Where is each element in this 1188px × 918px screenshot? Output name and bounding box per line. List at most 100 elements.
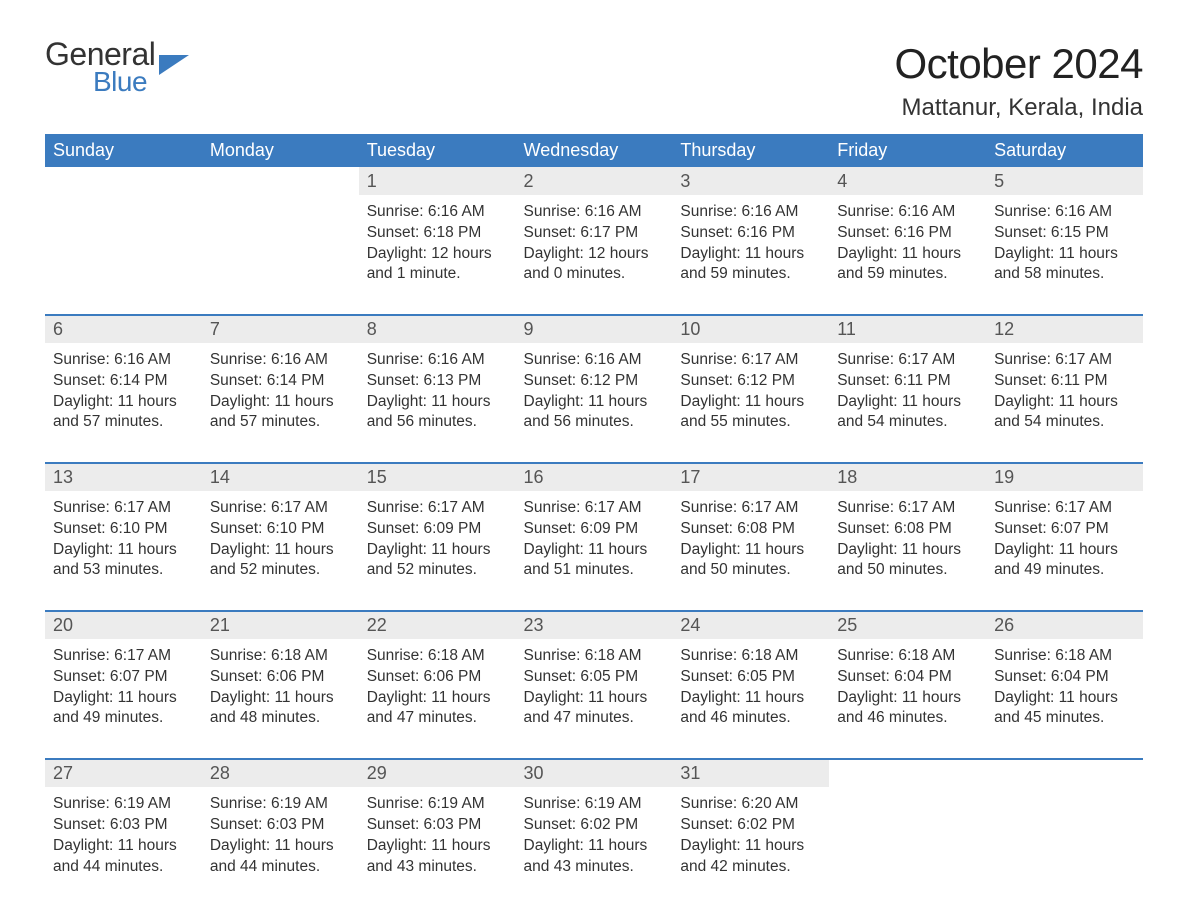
sunrise-line: Sunrise: 6:19 AM — [210, 794, 351, 815]
sunrise-line: Sunrise: 6:18 AM — [524, 646, 665, 667]
sunrise-line: Sunrise: 6:17 AM — [994, 350, 1135, 371]
daylight-line: Daylight: 11 hours and 51 minutes. — [524, 540, 665, 582]
daylight-line: Daylight: 11 hours and 42 minutes. — [680, 836, 821, 878]
sunset-line: Sunset: 6:08 PM — [680, 519, 821, 540]
sunset-line: Sunset: 6:14 PM — [53, 371, 194, 392]
day-info-cell — [829, 787, 986, 907]
sunrise-line: Sunrise: 6:19 AM — [367, 794, 508, 815]
sunrise-line: Sunrise: 6:17 AM — [210, 498, 351, 519]
day-number-cell: 10 — [672, 315, 829, 343]
daylight-line: Daylight: 11 hours and 43 minutes. — [367, 836, 508, 878]
sunrise-line: Sunrise: 6:17 AM — [524, 498, 665, 519]
day-info-cell: Sunrise: 6:16 AMSunset: 6:16 PMDaylight:… — [829, 195, 986, 315]
sunset-line: Sunset: 6:05 PM — [680, 667, 821, 688]
day-header: Thursday — [672, 134, 829, 167]
sunrise-line: Sunrise: 6:19 AM — [524, 794, 665, 815]
sunrise-line: Sunrise: 6:18 AM — [210, 646, 351, 667]
sunset-line: Sunset: 6:07 PM — [994, 519, 1135, 540]
day-info-row: Sunrise: 6:17 AMSunset: 6:10 PMDaylight:… — [45, 491, 1143, 611]
day-number: 6 — [53, 319, 63, 339]
day-number-cell: 31 — [672, 759, 829, 787]
day-info-cell: Sunrise: 6:17 AMSunset: 6:11 PMDaylight:… — [829, 343, 986, 463]
day-number: 3 — [680, 171, 690, 191]
day-number: 26 — [994, 615, 1014, 635]
day-number: 20 — [53, 615, 73, 635]
day-number-cell: 28 — [202, 759, 359, 787]
sunrise-line: Sunrise: 6:16 AM — [524, 202, 665, 223]
day-info-cell: Sunrise: 6:16 AMSunset: 6:14 PMDaylight:… — [45, 343, 202, 463]
title-block: October 2024 Mattanur, Kerala, India — [894, 40, 1143, 122]
day-info-cell: Sunrise: 6:17 AMSunset: 6:08 PMDaylight:… — [829, 491, 986, 611]
day-number-cell — [986, 759, 1143, 787]
day-number-cell: 9 — [516, 315, 673, 343]
day-number: 10 — [680, 319, 700, 339]
sunset-line: Sunset: 6:13 PM — [367, 371, 508, 392]
daylight-line: Daylight: 11 hours and 54 minutes. — [837, 392, 978, 434]
day-number: 30 — [524, 763, 544, 783]
sunset-line: Sunset: 6:16 PM — [837, 223, 978, 244]
day-header: Monday — [202, 134, 359, 167]
daylight-line: Daylight: 11 hours and 44 minutes. — [53, 836, 194, 878]
day-number-cell: 22 — [359, 611, 516, 639]
day-info-cell: Sunrise: 6:18 AMSunset: 6:04 PMDaylight:… — [986, 639, 1143, 759]
sunrise-line: Sunrise: 6:16 AM — [680, 202, 821, 223]
day-info-cell: Sunrise: 6:16 AMSunset: 6:12 PMDaylight:… — [516, 343, 673, 463]
day-number-row: 12345 — [45, 167, 1143, 195]
daylight-line: Daylight: 11 hours and 47 minutes. — [367, 688, 508, 730]
day-number-cell: 12 — [986, 315, 1143, 343]
day-number: 12 — [994, 319, 1014, 339]
sunrise-line: Sunrise: 6:16 AM — [524, 350, 665, 371]
sunset-line: Sunset: 6:08 PM — [837, 519, 978, 540]
sunset-line: Sunset: 6:15 PM — [994, 223, 1135, 244]
day-number-cell: 7 — [202, 315, 359, 343]
sunrise-line: Sunrise: 6:19 AM — [53, 794, 194, 815]
day-number-cell: 26 — [986, 611, 1143, 639]
day-number: 21 — [210, 615, 230, 635]
sunset-line: Sunset: 6:09 PM — [524, 519, 665, 540]
day-info-cell: Sunrise: 6:16 AMSunset: 6:18 PMDaylight:… — [359, 195, 516, 315]
sunset-line: Sunset: 6:07 PM — [53, 667, 194, 688]
sunrise-line: Sunrise: 6:17 AM — [837, 498, 978, 519]
day-number-cell — [45, 167, 202, 195]
day-number: 29 — [367, 763, 387, 783]
day-info-row: Sunrise: 6:16 AMSunset: 6:18 PMDaylight:… — [45, 195, 1143, 315]
day-number-cell: 23 — [516, 611, 673, 639]
day-number-row: 6789101112 — [45, 315, 1143, 343]
sunset-line: Sunset: 6:06 PM — [367, 667, 508, 688]
day-number-row: 13141516171819 — [45, 463, 1143, 491]
day-number: 27 — [53, 763, 73, 783]
sunrise-line: Sunrise: 6:17 AM — [367, 498, 508, 519]
day-number-cell: 29 — [359, 759, 516, 787]
sunrise-line: Sunrise: 6:16 AM — [367, 202, 508, 223]
daylight-line: Daylight: 11 hours and 59 minutes. — [680, 244, 821, 286]
sunrise-line: Sunrise: 6:17 AM — [994, 498, 1135, 519]
day-number-cell: 21 — [202, 611, 359, 639]
location: Mattanur, Kerala, India — [894, 94, 1143, 122]
day-number-cell: 8 — [359, 315, 516, 343]
sunset-line: Sunset: 6:09 PM — [367, 519, 508, 540]
day-info-cell: Sunrise: 6:19 AMSunset: 6:03 PMDaylight:… — [45, 787, 202, 907]
day-number: 14 — [210, 467, 230, 487]
day-number-cell — [202, 167, 359, 195]
sunrise-line: Sunrise: 6:16 AM — [53, 350, 194, 371]
daylight-line: Daylight: 11 hours and 48 minutes. — [210, 688, 351, 730]
daylight-line: Daylight: 12 hours and 0 minutes. — [524, 244, 665, 286]
daylight-line: Daylight: 11 hours and 46 minutes. — [680, 688, 821, 730]
day-number: 24 — [680, 615, 700, 635]
sunrise-line: Sunrise: 6:16 AM — [367, 350, 508, 371]
day-number-cell: 5 — [986, 167, 1143, 195]
sunrise-line: Sunrise: 6:16 AM — [837, 202, 978, 223]
sunset-line: Sunset: 6:12 PM — [524, 371, 665, 392]
logo-flag-icon — [159, 55, 189, 81]
sunset-line: Sunset: 6:02 PM — [524, 815, 665, 836]
day-number-cell: 19 — [986, 463, 1143, 491]
logo: General Blue — [45, 40, 189, 94]
day-info-cell: Sunrise: 6:18 AMSunset: 6:06 PMDaylight:… — [359, 639, 516, 759]
day-number-cell: 3 — [672, 167, 829, 195]
sunrise-line: Sunrise: 6:17 AM — [53, 646, 194, 667]
day-info-row: Sunrise: 6:17 AMSunset: 6:07 PM Daylight:… — [45, 639, 1143, 759]
sunset-line: Sunset: 6:17 PM — [524, 223, 665, 244]
day-info-row: Sunrise: 6:16 AMSunset: 6:14 PMDaylight:… — [45, 343, 1143, 463]
day-info-cell: Sunrise: 6:17 AMSunset: 6:11 PMDaylight:… — [986, 343, 1143, 463]
day-number-cell: 1 — [359, 167, 516, 195]
